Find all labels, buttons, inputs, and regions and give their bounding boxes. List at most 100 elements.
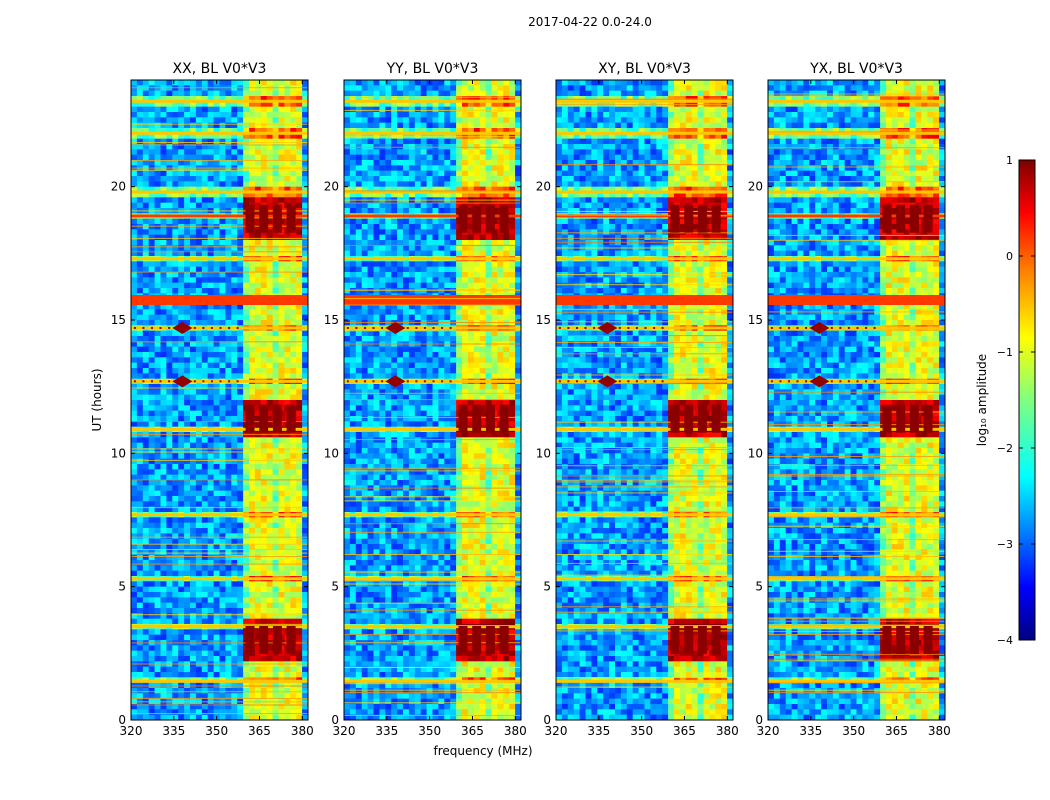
heatmap-cell xyxy=(136,80,144,86)
heatmap-cell xyxy=(290,362,297,369)
heatmap-cell xyxy=(284,709,291,716)
heatmap-cell xyxy=(225,138,232,145)
heatmap-cell xyxy=(213,234,220,241)
heatmap-cell xyxy=(467,288,475,294)
heatmap-cell xyxy=(302,122,308,129)
heatmap-cell xyxy=(190,304,197,310)
heatmap-cell xyxy=(503,128,510,134)
heatmap-cell xyxy=(260,192,268,198)
heatmap-cell xyxy=(136,362,144,369)
heatmap-cell xyxy=(456,138,463,145)
heatmap-cell xyxy=(178,192,185,198)
heatmap-cell xyxy=(296,629,303,636)
heatmap-cell xyxy=(225,608,232,614)
heatmap-cell xyxy=(479,138,486,145)
heatmap-cell xyxy=(260,560,268,566)
heatmap-cell xyxy=(207,106,214,113)
heatmap-cell xyxy=(225,570,232,577)
heatmap-cell xyxy=(373,224,380,230)
heatmap-cell xyxy=(503,133,510,140)
heatmap-cell xyxy=(391,218,398,225)
heatmap-cell xyxy=(195,80,203,86)
heatmap-cell xyxy=(296,128,303,134)
heatmap-cell xyxy=(148,309,155,316)
heatmap-cell xyxy=(178,389,185,396)
heatmap-cell xyxy=(166,618,173,625)
heatmap-cell xyxy=(131,282,138,289)
heatmap-cell xyxy=(355,90,363,97)
heatmap-cell xyxy=(254,437,262,444)
heatmap-cell xyxy=(225,133,232,140)
heatmap-cell xyxy=(231,538,238,545)
heatmap-cell xyxy=(231,234,238,241)
heatmap-cell xyxy=(154,314,161,321)
heatmap-cell xyxy=(237,309,244,316)
heatmap-cell xyxy=(201,240,209,246)
heatmap-cell xyxy=(462,112,469,118)
heatmap-cell xyxy=(207,522,214,529)
heatmap-cell xyxy=(131,714,138,720)
heatmap-cell xyxy=(225,266,232,273)
heatmap-cell xyxy=(142,80,150,86)
heatmap-cell xyxy=(172,400,179,406)
heatmap-cell xyxy=(207,405,214,412)
heatmap-cell xyxy=(260,384,268,390)
heatmap-cell xyxy=(249,80,256,86)
heatmap-cell xyxy=(237,389,244,396)
heatmap-cell xyxy=(296,554,303,561)
heatmap-cell xyxy=(361,234,368,241)
heatmap-cell xyxy=(408,170,416,177)
heatmap-cell xyxy=(178,394,185,401)
heatmap-cell xyxy=(201,453,209,460)
heatmap-cell xyxy=(420,154,427,161)
heatmap-cell xyxy=(172,586,179,593)
heatmap-cell xyxy=(497,106,504,113)
heatmap-cell xyxy=(479,224,486,230)
heatmap-cell xyxy=(462,272,469,278)
heatmap-cell xyxy=(201,80,209,86)
heatmap-cell xyxy=(207,586,214,593)
heatmap-cell xyxy=(154,496,161,502)
heatmap-cell xyxy=(166,309,173,316)
heatmap-cell xyxy=(213,389,220,396)
heatmap-cell xyxy=(213,496,220,502)
heatmap-cell xyxy=(178,645,185,652)
heatmap-cell xyxy=(266,602,273,609)
heatmap-cell xyxy=(450,245,457,252)
heatmap-cell xyxy=(201,704,209,710)
heatmap-cell xyxy=(166,138,173,145)
heatmap-cell xyxy=(414,224,422,230)
heatmap-cell xyxy=(272,261,279,268)
heatmap-cell xyxy=(420,229,427,236)
heatmap-cell xyxy=(207,96,214,102)
heatmap-cell xyxy=(219,501,226,508)
heatmap-cell xyxy=(266,464,273,470)
heatmap-cell xyxy=(195,469,203,476)
heatmap-cell xyxy=(355,80,363,86)
heatmap-cell xyxy=(190,346,197,353)
heatmap-cell xyxy=(213,688,220,694)
heatmap-cell xyxy=(479,117,486,124)
heatmap-cell xyxy=(166,629,173,636)
heatmap-cell xyxy=(296,570,303,577)
heatmap-cell xyxy=(178,506,185,513)
heatmap-cell xyxy=(272,149,279,156)
heatmap-cell xyxy=(131,192,138,198)
heatmap-cell xyxy=(503,266,510,273)
heatmap-cell xyxy=(142,362,150,369)
heatmap-cell xyxy=(131,704,138,710)
heatmap-cell xyxy=(254,474,262,481)
heatmap-cell xyxy=(160,320,167,326)
heatmap-cell xyxy=(195,501,203,508)
heatmap-cell xyxy=(278,336,285,342)
heatmap-cell xyxy=(367,229,374,236)
heatmap-cell xyxy=(260,565,268,572)
heatmap-cell xyxy=(184,602,191,609)
heatmap-cell xyxy=(462,245,469,252)
heatmap-cell xyxy=(201,389,209,396)
heatmap-cell xyxy=(515,277,521,284)
heatmap-cell xyxy=(373,234,380,241)
heatmap-cell xyxy=(154,101,161,108)
heatmap-cell xyxy=(136,218,144,225)
heatmap-cell xyxy=(361,218,368,225)
